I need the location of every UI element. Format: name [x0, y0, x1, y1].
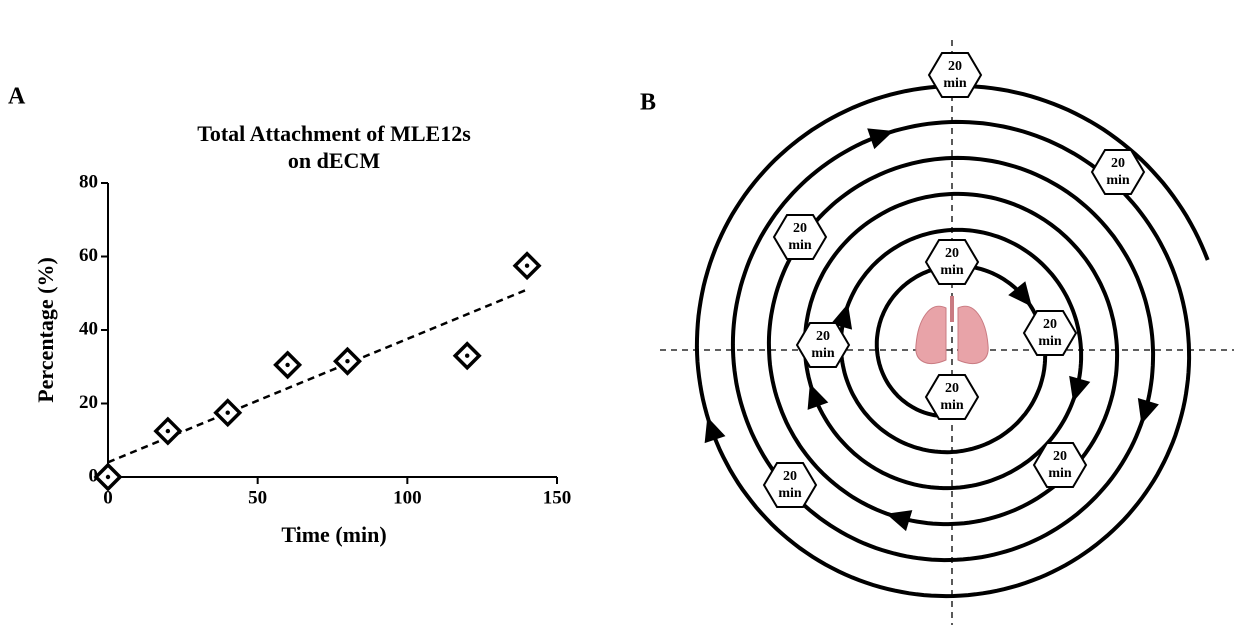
node-label: 20 [816, 329, 830, 344]
point [216, 401, 240, 425]
node-label: 20 [1053, 449, 1067, 464]
y-tick-label: 80 [79, 171, 98, 192]
marker-dot [226, 410, 230, 414]
arrowhead [883, 503, 912, 531]
chart-title: on dECM [288, 148, 381, 173]
arrowhead [1063, 376, 1091, 405]
arrowhead [867, 121, 897, 150]
marker-dot [345, 359, 349, 363]
marker-dot [465, 354, 469, 358]
marker-dot [285, 363, 289, 367]
marker-dot [106, 475, 110, 479]
point [335, 349, 359, 373]
x-tick-label: 50 [248, 487, 267, 508]
node-label: min [778, 486, 802, 501]
figure: A Total Attachment of MLE12s on dECM Tim… [0, 0, 1234, 629]
point [156, 419, 180, 443]
point [96, 465, 120, 489]
marker-dot [166, 429, 170, 433]
panel-label: A [8, 84, 26, 110]
node-label: min [788, 238, 812, 253]
node-label: 20 [1111, 156, 1125, 171]
chart-title: Total Attachment of MLE12s [197, 121, 471, 146]
node-label: 20 [945, 381, 959, 396]
node-label: min [940, 398, 964, 413]
x-tick-label: 150 [543, 487, 572, 508]
node: 20 min [926, 240, 978, 284]
node-label: min [1048, 466, 1072, 481]
node-label: 20 [945, 246, 959, 261]
arrowhead [1131, 398, 1159, 427]
y-tick-label: 20 [79, 392, 98, 413]
node-label: 20 [793, 221, 807, 236]
point [455, 344, 479, 368]
y-axis-label: Percentage (%) [33, 257, 58, 403]
x-tick-label: 100 [393, 487, 422, 508]
arrowhead [697, 413, 726, 443]
node: 20 min [1024, 311, 1076, 355]
point [276, 353, 300, 377]
y-tick-label: 40 [79, 318, 98, 339]
node-label: min [943, 76, 967, 91]
node-label: min [940, 263, 964, 278]
marker-dot [525, 263, 529, 267]
node-label: min [1106, 173, 1130, 188]
x-axis-label: Time (min) [281, 522, 386, 547]
point [515, 254, 539, 278]
panel-label: B [640, 90, 656, 116]
node-label: 20 [948, 59, 962, 74]
arrowhead [800, 380, 829, 410]
y-tick-label: 60 [79, 245, 98, 266]
node: 20 min [929, 53, 981, 97]
node-label: 20 [783, 469, 797, 484]
node-label: min [1038, 334, 1062, 349]
node: 20 min [926, 375, 978, 419]
node-label: min [811, 346, 835, 361]
node-label: 20 [1043, 317, 1057, 332]
